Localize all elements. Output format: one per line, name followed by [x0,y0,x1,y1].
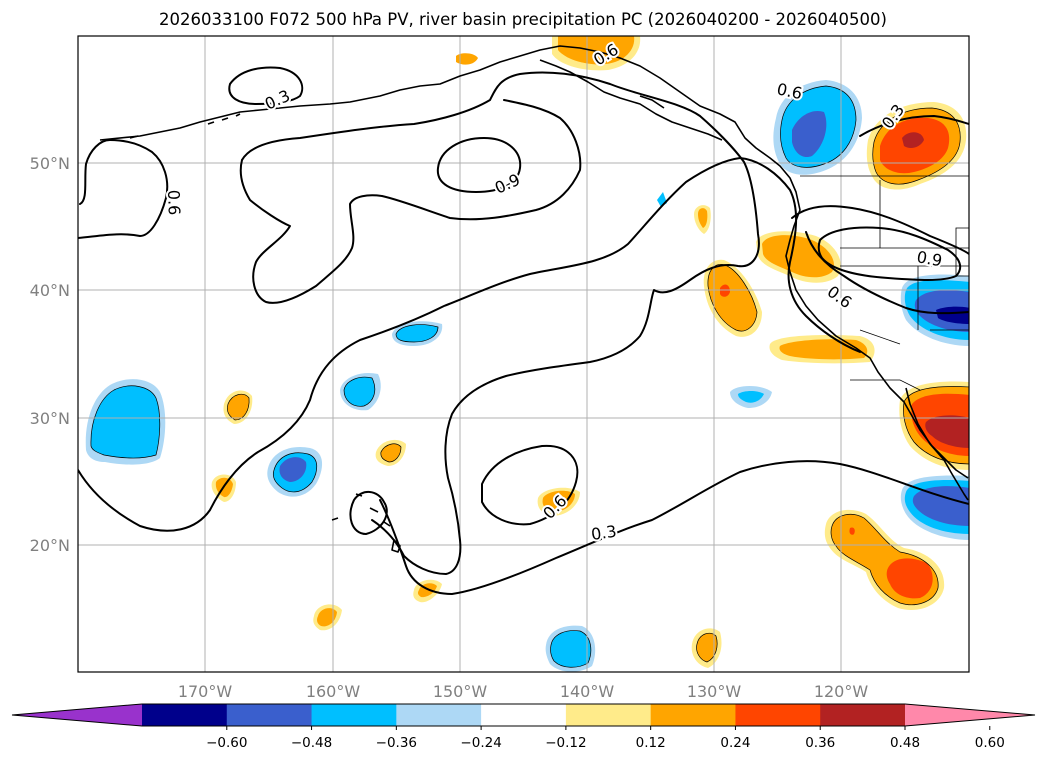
pv-contour-0.3-north [228,66,304,105]
contour-label: 0.6 [164,189,184,215]
negative-anomaly-area [344,377,375,407]
colorbar: −0.60 −0.48 −0.36 −0.24 −0.12 0.12 0.24 0.36 0.4… [11,703,1036,751]
positive-anomaly-area [317,608,337,627]
negative-anomaly-area [738,391,764,403]
negative-anomaly-area [279,457,307,482]
negative-anomaly-area [90,385,160,459]
pv-contour-0.3 [379,460,969,595]
colorbar-tick-label: 0.24 [720,735,750,751]
positive-anomaly-area [720,284,730,297]
lon-tick-label: 120°W [814,682,869,701]
pv-contour-0.6-east [791,205,969,255]
map-title: 2026033100 F072 500 hPa PV, river basin … [159,10,887,29]
gridlines [78,36,969,672]
positive-anomaly-area [542,490,575,512]
map-frame [77,35,970,673]
positive-anomaly-area [380,443,401,462]
lat-tick-label: 20°N [30,536,70,555]
negative-anomaly-area [936,306,969,324]
positive-anomaly-area [925,415,969,448]
positive-anomaly-area [456,53,478,65]
positive-anomaly-area [886,558,933,599]
pv-contour-0.6 [78,139,169,239]
positive-anomaly-area [902,132,924,148]
pv-contour-0.6 [241,71,760,575]
colorbar-tick-label: 0.12 [636,735,666,751]
pv-contour-0.6 [481,444,579,526]
precipitation-shading [85,36,969,672]
contour-label: 0.3 [590,522,618,544]
colorbar-tick-label: 0.48 [890,735,920,751]
positive-anomaly-area [707,264,757,332]
positive-anomaly-area [849,527,855,535]
colorbar-box [226,704,313,726]
baja-coast [905,387,969,501]
colorbar-tick-label: 0.36 [805,735,835,751]
colorbar-box [142,704,228,726]
negative-anomaly-area [792,110,827,158]
colorbar-box [565,704,652,726]
lat-tick-label: 30°N [30,409,70,428]
colorbar-tick-label: −0.24 [460,735,501,751]
colorbar-box [735,704,821,726]
anomaly-outlines [90,85,969,668]
pv-contours [78,66,969,595]
latitude-labels: 50°N 40°N 30°N 20°N [30,154,70,555]
lon-tick-label: 170°W [178,682,233,701]
lat-tick-label: 50°N [30,154,70,173]
pv-contour-0.3 [349,491,388,535]
colorbar-tick-label: −0.48 [291,735,332,751]
colorbar-box [396,704,482,726]
pv-contour-0.3 [78,157,861,532]
lon-tick-label: 130°W [687,682,742,701]
longitude-labels: 170°W 160°W 150°W 140°W 130°W 120°W [178,682,869,701]
lon-tick-label: 140°W [560,682,615,701]
alaska-islands [539,59,723,141]
positive-anomaly-area [696,633,718,662]
pv-contour-0.6 [239,99,582,304]
colorbar-box [311,704,397,726]
pv-contour-0.9 [436,137,522,193]
colorbar-box [650,704,736,726]
colorbar-extension-max [905,704,1035,726]
alaska-coast [99,45,969,479]
positive-anomaly-area [698,208,708,228]
colorbar-outline [11,703,1036,727]
colorbar-tick-label: 0.60 [975,735,1005,751]
lon-tick-label: 150°W [433,682,488,701]
colorbar-box [820,704,906,726]
lat-tick-label: 40°N [30,281,70,300]
negative-anomaly-area [912,486,969,526]
colorbar-extension-min [12,704,142,726]
political-borders [800,175,969,391]
colorbar-tick-label: −0.12 [545,735,586,751]
lon-tick-label: 160°W [306,682,361,701]
pv-contour-0.9-east [817,226,962,281]
colorbar-tick-label: −0.36 [376,735,417,751]
positive-anomaly-area [762,235,834,278]
map-area: 0.3 0.6 0.9 0.6 0.3 0.6 0.3 0.9 0.6 0.6 [77,35,970,673]
colorbar-box [481,704,567,726]
negative-anomaly-area [396,324,438,342]
colorbar-tick-label: −0.60 [206,735,247,751]
pv-contour-0.3-east [859,115,969,137]
negative-anomaly-area [550,630,591,668]
positive-anomaly-area [227,394,250,420]
